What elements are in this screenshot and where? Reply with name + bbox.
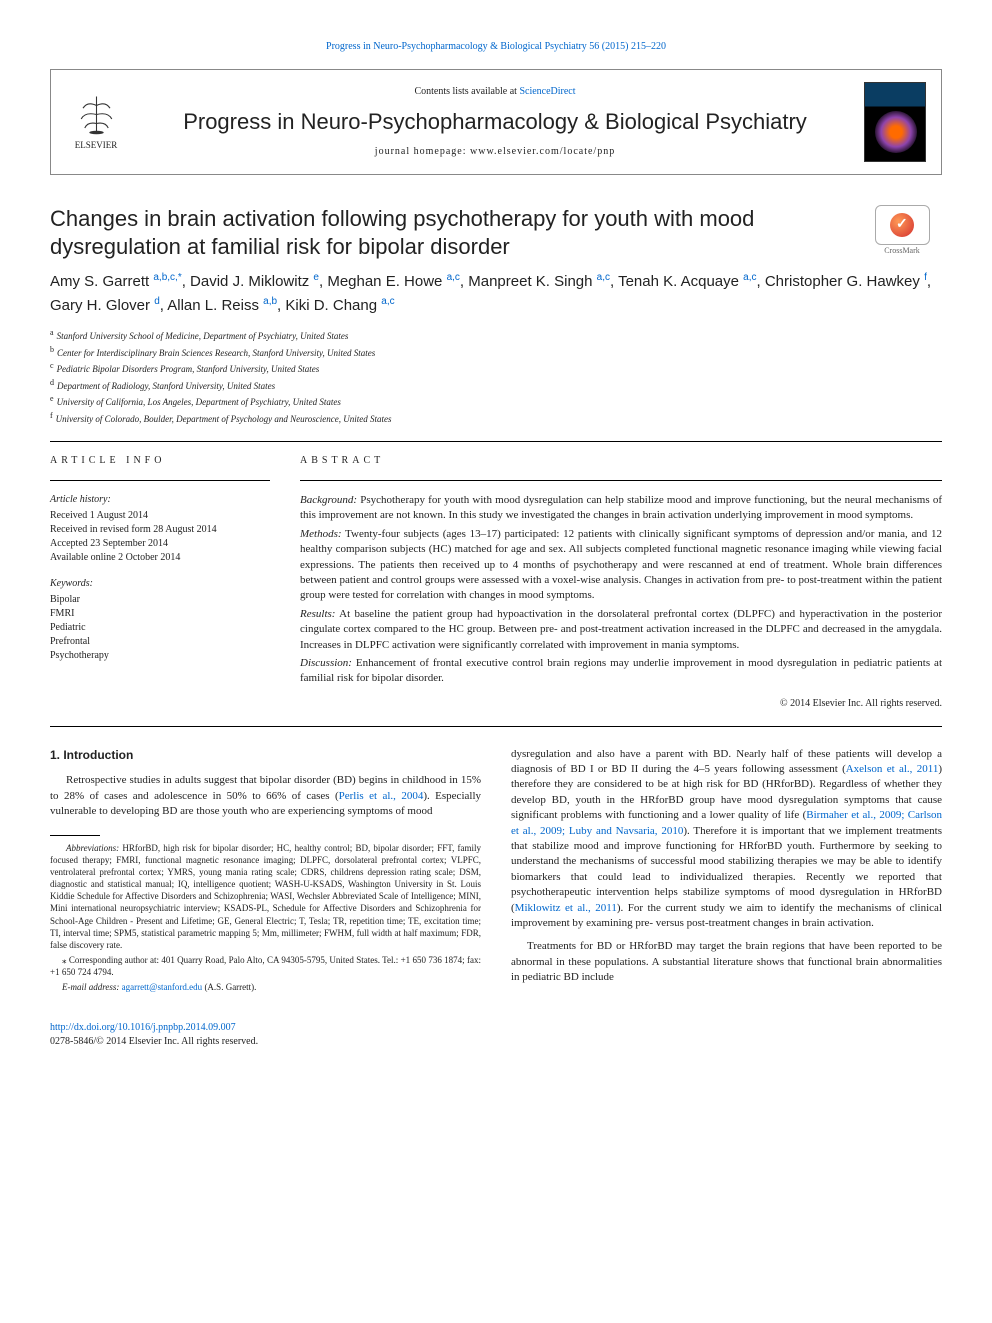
abstract-copyright: © 2014 Elsevier Inc. All rights reserved… [300,697,942,711]
history-line: Accepted 23 September 2014 [50,537,270,551]
abbreviations-footnote: Abbreviations: HRforBD, high risk for bi… [50,842,481,951]
section-rule [50,441,942,442]
article-history: Article history: Received 1 August 2014R… [50,493,270,663]
elsevier-tree-icon [74,92,119,137]
homepage-line: journal homepage: www.elsevier.com/locat… [141,145,849,159]
citation-link[interactable]: Perlis et al., 2004 [339,790,424,802]
keyword-line: Pediatric [50,621,270,635]
introduction-heading: 1. Introduction [50,747,481,764]
footnotes-block: Abbreviations: HRforBD, high risk for bi… [50,842,481,994]
homepage-url[interactable]: www.elsevier.com/locate/pnp [470,146,615,157]
abstract-rule [300,480,942,481]
sciencedirect-link[interactable]: ScienceDirect [519,86,575,97]
history-line: Available online 2 October 2014 [50,551,270,565]
affiliation-line: eUniversity of California, Los Angeles, … [50,393,942,410]
intro-paragraph: Retrospective studies in adults suggest … [50,773,481,819]
history-line: Received 1 August 2014 [50,509,270,523]
keyword-line: FMRI [50,607,270,621]
journal-name: Progress in Neuro-Psychopharmacology & B… [141,107,849,138]
journal-citation-link[interactable]: Progress in Neuro-Psychopharmacology & B… [326,41,666,52]
body-columns: 1. Introduction Retrospective studies in… [50,747,942,997]
email-link[interactable]: agarrett@stanford.edu [122,982,203,992]
intro-paragraph-cont: dysregulation and also have a parent wit… [511,747,942,932]
article-info-column: ARTICLE INFO Article history: Received 1… [50,454,270,711]
abstract-paragraph: Background: Psychotherapy for youth with… [300,493,942,524]
abstract-paragraph: Discussion: Enhancement of frontal execu… [300,656,942,687]
abstract-paragraph: Methods: Twenty-four subjects (ages 13–1… [300,527,942,604]
history-line: Received in revised form 28 August 2014 [50,523,270,537]
abstract-column: ABSTRACT Background: Psychotherapy for y… [300,454,942,711]
body-rule [50,726,942,727]
doi-link[interactable]: http://dx.doi.org/10.1016/j.pnpbp.2014.0… [50,1022,236,1033]
affiliation-line: dDepartment of Radiology, Stanford Unive… [50,377,942,394]
keywords-label: Keywords: [50,577,270,591]
title-row: Changes in brain activation following ps… [50,205,942,260]
crossmark-icon [890,213,914,237]
affiliations-block: aStanford University School of Medicine,… [50,327,942,426]
citation-link[interactable]: Axelson et al., 2011 [846,763,939,775]
affiliation-line: aStanford University School of Medicine,… [50,327,942,344]
keyword-line: Psychotherapy [50,649,270,663]
email-footnote: E-mail address: agarrett@stanford.edu (A… [50,981,481,993]
abstract-label: ABSTRACT [300,454,942,468]
intro-paragraph-2: Treatments for BD or HRforBD may target … [511,939,942,985]
affiliation-line: fUniversity of Colorado, Boulder, Depart… [50,410,942,427]
crossmark-widget[interactable]: CrossMark [862,205,942,256]
affiliation-line: cPediatric Bipolar Disorders Program, St… [50,360,942,377]
info-abstract-row: ARTICLE INFO Article history: Received 1… [50,454,942,711]
abstract-paragraph: Results: At baseline the patient group h… [300,607,942,653]
elsevier-logo: ELSEVIER [66,87,126,157]
keyword-line: Bipolar [50,593,270,607]
article-title: Changes in brain activation following ps… [50,205,862,260]
elsevier-label: ELSEVIER [75,139,118,152]
footnote-rule [50,835,100,836]
contents-line: Contents lists available at ScienceDirec… [141,85,849,99]
history-label: Article history: [50,493,270,507]
abstract-text: Background: Psychotherapy for youth with… [300,493,942,687]
affiliation-line: bCenter for Interdisciplinary Brain Scie… [50,344,942,361]
journal-cover-thumbnail [864,82,926,162]
info-rule [50,480,270,481]
issn-copyright: 0278-5846/© 2014 Elsevier Inc. All right… [50,1036,258,1047]
top-journal-link[interactable]: Progress in Neuro-Psychopharmacology & B… [50,40,942,54]
authors-line: Amy S. Garrett a,b,c,*, David J. Miklowi… [50,270,942,317]
keyword-line: Prefrontal [50,635,270,649]
doi-block: http://dx.doi.org/10.1016/j.pnpbp.2014.0… [50,1021,942,1049]
article-info-label: ARTICLE INFO [50,454,270,468]
homepage-prefix: journal homepage: [375,146,470,157]
body-column-right: dysregulation and also have a parent wit… [511,747,942,997]
journal-header: ELSEVIER Contents lists available at Sci… [50,69,942,175]
crossmark-label: CrossMark [862,245,942,256]
header-center: Contents lists available at ScienceDirec… [141,85,849,160]
contents-prefix: Contents lists available at [414,86,519,97]
crossmark-badge[interactable] [875,205,930,245]
corresponding-author-footnote: ⁎ Corresponding author at: 401 Quarry Ro… [50,954,481,978]
body-column-left: 1. Introduction Retrospective studies in… [50,747,481,997]
citation-link[interactable]: Miklowitz et al., 2011 [515,902,617,914]
